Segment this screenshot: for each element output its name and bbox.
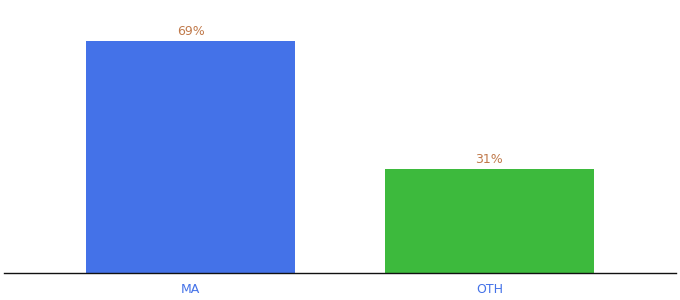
Bar — [385, 169, 594, 273]
Bar — [86, 41, 295, 273]
Text: 69%: 69% — [177, 25, 205, 38]
Text: 31%: 31% — [475, 152, 503, 166]
